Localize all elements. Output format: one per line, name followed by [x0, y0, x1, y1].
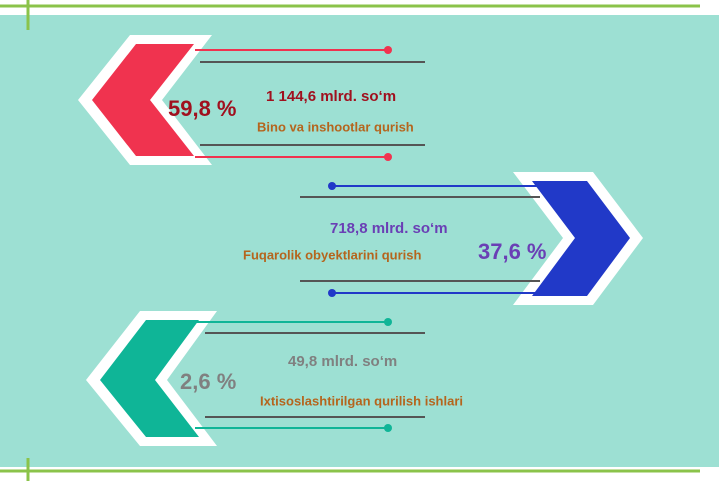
- dot: [328, 182, 336, 190]
- label: Bino va inshootlar qurish: [257, 119, 414, 134]
- percent: 37,6 %: [478, 239, 547, 264]
- percent: 59,8 %: [168, 96, 237, 121]
- chevron: [100, 320, 199, 437]
- percent: 2,6 %: [180, 369, 236, 394]
- chevron: [92, 44, 194, 156]
- dot: [384, 153, 392, 161]
- amount: 49,8 mlrd. so‘m: [288, 353, 397, 370]
- amount: 718,8 mlrd. so‘m: [330, 220, 448, 237]
- item: 49,8 mlrd. so‘m 2,6 % Ixtisoslashtirilga…: [86, 311, 463, 446]
- item: 718,8 mlrd. so‘m Fuqarolik obyektlarini …: [243, 172, 643, 305]
- dot: [328, 289, 336, 297]
- label: Fuqarolik obyektlarini qurish: [243, 247, 421, 262]
- chevron: [532, 181, 630, 296]
- amount: 1 144,6 mlrd. so‘m: [266, 88, 396, 105]
- dot: [384, 46, 392, 54]
- label: Ixtisoslashtirilgan qurilish ishlari: [260, 393, 463, 408]
- item: 59,8 % 1 144,6 mlrd. so‘m Bino va inshoo…: [78, 35, 425, 165]
- dot: [384, 318, 392, 326]
- dot: [384, 424, 392, 432]
